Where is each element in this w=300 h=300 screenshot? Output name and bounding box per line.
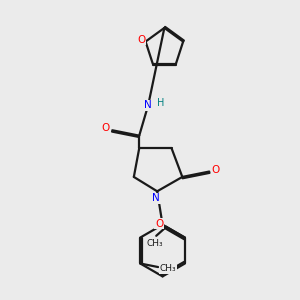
Text: O: O xyxy=(137,35,146,45)
Text: O: O xyxy=(212,165,220,175)
Text: H: H xyxy=(157,98,164,108)
Text: O: O xyxy=(155,219,163,229)
Text: N: N xyxy=(152,194,160,203)
Text: CH₃: CH₃ xyxy=(146,238,163,247)
Text: O: O xyxy=(102,124,110,134)
Text: N: N xyxy=(144,100,152,110)
Text: CH₃: CH₃ xyxy=(160,264,176,273)
